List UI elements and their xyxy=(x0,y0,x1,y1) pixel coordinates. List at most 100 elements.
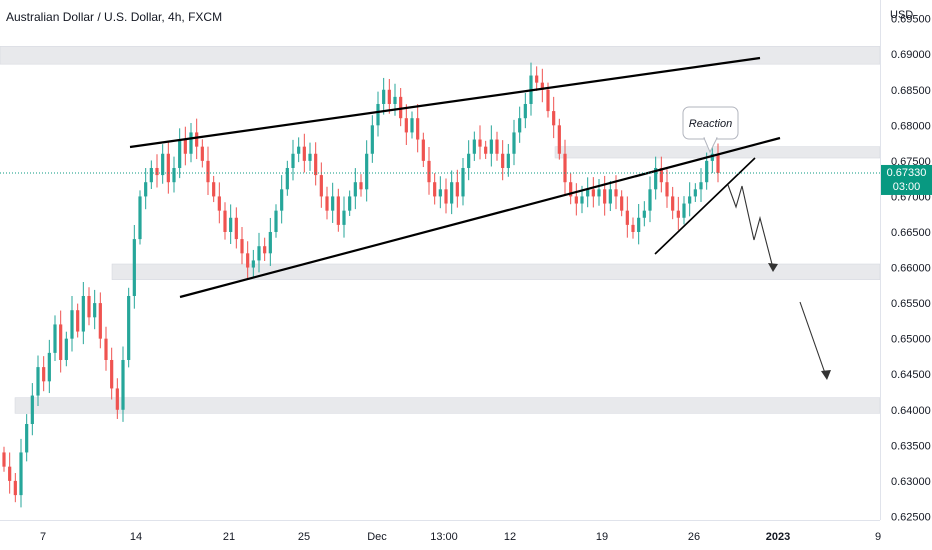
candle-body xyxy=(438,189,442,197)
time-tick-label: 14 xyxy=(130,531,142,543)
candle-body xyxy=(234,217,238,240)
candle-body xyxy=(631,224,635,232)
candle-body xyxy=(382,89,386,104)
candle-body xyxy=(36,367,40,396)
time-tick-label: 21 xyxy=(223,531,235,543)
bar-countdown-label: 03:00 xyxy=(893,181,921,193)
candle-body xyxy=(716,153,720,173)
zone-1[interactable] xyxy=(0,46,881,65)
price-tick-label: 0.62500 xyxy=(891,511,931,523)
candle-body xyxy=(166,153,170,183)
projected-path-line-2[interactable] xyxy=(799,301,827,377)
candle-body xyxy=(478,139,482,147)
current-price-label: 0.67330 xyxy=(887,167,927,179)
candle-body xyxy=(393,96,397,104)
candle-body xyxy=(217,196,221,211)
candle-body xyxy=(280,189,284,211)
price-tick-label: 0.69000 xyxy=(891,49,931,61)
time-tick-label: 12 xyxy=(504,531,516,543)
candle-body xyxy=(569,182,573,197)
price-axis-currency: USD xyxy=(890,9,913,21)
candle-body xyxy=(195,132,199,147)
price-tick-label: 0.64000 xyxy=(891,405,931,417)
candle-body xyxy=(365,153,369,190)
candle-body xyxy=(319,175,323,197)
candle-body xyxy=(206,160,210,183)
candle-body xyxy=(614,189,618,197)
time-tick-label: 26 xyxy=(688,531,700,543)
candle-body xyxy=(183,139,187,154)
candle-body xyxy=(671,196,675,211)
candle-body xyxy=(76,310,80,332)
candle-body xyxy=(591,189,595,197)
candle-body xyxy=(348,196,352,211)
candle-body xyxy=(331,196,335,211)
projected-path xyxy=(727,184,831,380)
candle-body xyxy=(370,125,374,154)
current-price-tag-background xyxy=(881,164,932,195)
candle-body xyxy=(314,153,318,176)
candle-body xyxy=(563,153,567,183)
candle-body xyxy=(693,189,697,197)
candle-body xyxy=(399,96,403,119)
time-axis[interactable]: 7 14 21 25 Dec 13:00 12 19 26 2023 9 xyxy=(40,531,881,543)
price-tick-label: 0.69500 xyxy=(891,14,931,26)
lower-channel-trendline[interactable] xyxy=(179,136,781,299)
candle-body xyxy=(138,196,142,240)
time-tick-label: 25 xyxy=(298,531,310,543)
candle-body xyxy=(200,146,204,161)
candle-body xyxy=(540,82,544,90)
zone-3[interactable] xyxy=(111,263,881,280)
zone-4[interactable] xyxy=(14,397,881,414)
price-tick-label: 0.63000 xyxy=(891,476,931,488)
candle-body xyxy=(64,338,68,360)
chart-title: Australian Dollar / U.S. Dollar, 4h, FXC… xyxy=(6,10,222,24)
price-tick-label: 0.68000 xyxy=(891,120,931,132)
candle-body xyxy=(155,167,159,176)
candle-body xyxy=(359,182,363,190)
reaction-callout-text: Reaction xyxy=(689,118,732,130)
price-tick-label: 0.67500 xyxy=(891,156,931,168)
candle-body xyxy=(212,182,216,197)
current-price-tag[interactable]: 0.67330 03:00 xyxy=(881,164,932,195)
candle-body xyxy=(421,139,425,161)
candle-body xyxy=(444,189,448,204)
price-tick-label: 0.66000 xyxy=(891,263,931,275)
candle-body xyxy=(47,352,51,382)
candle-body xyxy=(580,196,584,204)
candle-body xyxy=(98,303,102,339)
candle-body xyxy=(115,388,119,410)
candle-body xyxy=(557,125,561,154)
candle-body xyxy=(336,196,340,225)
candle-body xyxy=(472,139,476,154)
candle-body xyxy=(467,153,471,168)
candle-body xyxy=(416,118,420,140)
candle-body xyxy=(461,167,465,197)
candle-body xyxy=(574,196,578,204)
reaction-callout[interactable]: Reaction xyxy=(682,106,739,154)
candle-body xyxy=(8,466,12,481)
candle-body xyxy=(688,196,692,204)
candle-body xyxy=(81,295,85,332)
candle-body xyxy=(489,139,493,154)
candle-body xyxy=(87,295,91,318)
price-tick-label: 0.68500 xyxy=(891,85,931,97)
candle-body xyxy=(13,480,17,496)
upper-channel-trendline[interactable] xyxy=(129,56,761,149)
candle-body xyxy=(2,452,6,467)
candle-body xyxy=(59,324,63,360)
candle-body xyxy=(161,153,165,176)
price-tick-label: 0.63500 xyxy=(891,440,931,452)
candle-body xyxy=(376,103,380,126)
candle-body xyxy=(42,367,46,382)
projected-path-line-1[interactable] xyxy=(727,184,774,269)
price-axis[interactable]: 0.695000.690000.685000.680000.675000.670… xyxy=(891,14,931,524)
candle-body xyxy=(546,89,550,112)
candle-body xyxy=(121,359,125,410)
candle-body xyxy=(308,153,312,161)
candle-body xyxy=(642,210,646,218)
price-tick-label: 0.66500 xyxy=(891,227,931,239)
time-tick-label: 13:00 xyxy=(430,531,458,543)
rising-support-trendline[interactable] xyxy=(654,157,756,255)
